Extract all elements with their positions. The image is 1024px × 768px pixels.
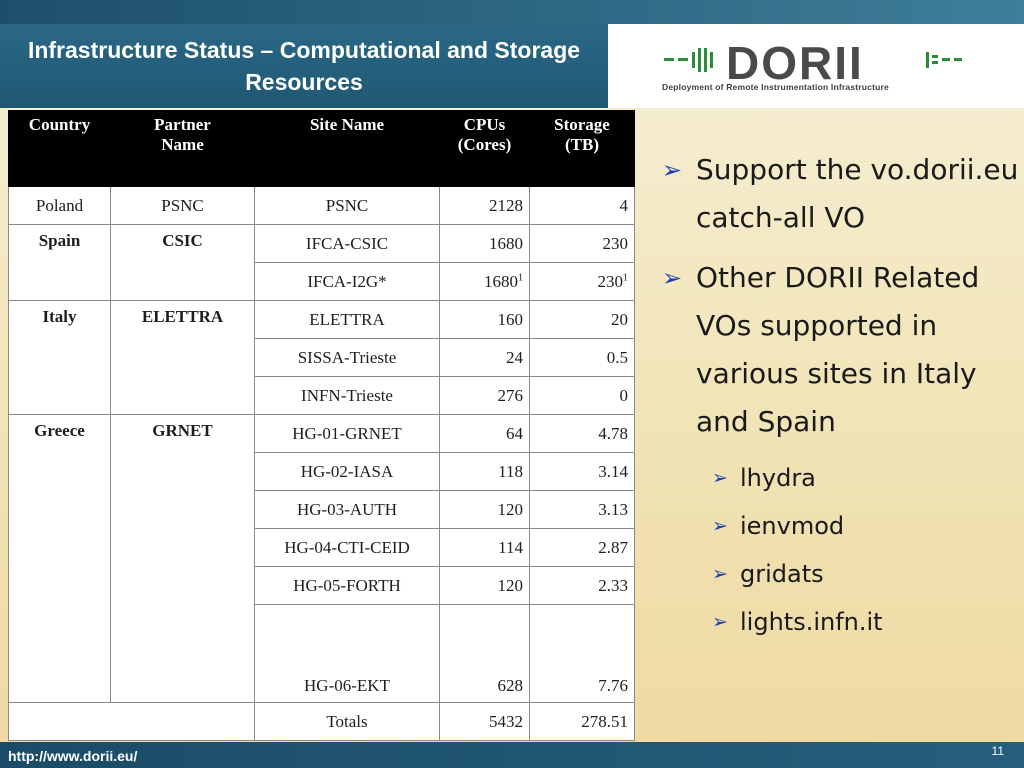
- sub-bullet-text: ienvmod: [740, 512, 845, 540]
- header-storage: Storage (TB): [529, 110, 635, 187]
- cpus-cell: 118: [439, 452, 530, 491]
- table-row: IFCA-I2G* 16801 2301: [9, 262, 635, 301]
- sub-bullet-item: ➢ lights.infn.it: [712, 602, 1024, 642]
- country-cell: Italy: [8, 300, 111, 415]
- cpus-cell: 1680: [439, 224, 530, 263]
- table-row: HG-02-IASA 118 3.14: [9, 452, 635, 491]
- storage-cell: 230: [529, 224, 635, 263]
- table-row: Poland PSNC PSNC 2128 4: [8, 186, 635, 225]
- arrow-bullet-icon: ➢: [662, 264, 683, 292]
- slide-title: Infrastructure Status – Computational an…: [27, 37, 581, 95]
- sub-bullet-text: gridats: [740, 560, 824, 588]
- header-cpus: CPUs (Cores): [439, 110, 530, 187]
- table-row: Italy ELETTRA ELETTRA 160 20: [8, 300, 635, 415]
- site-cell: HG-04-CTI-CEID: [254, 528, 440, 567]
- cpus-cell: 120: [439, 490, 530, 529]
- country-cell: Spain: [8, 224, 111, 301]
- storage-cell: 2301: [529, 262, 635, 301]
- bullet-item: ➢ Other DORII Related VOs supported in v…: [662, 254, 1024, 446]
- table-row: HG-04-CTI-CEID 114 2.87: [9, 528, 635, 567]
- storage-cell: 7.76: [529, 604, 635, 703]
- sub-bullet-item: ➢ ienvmod: [712, 506, 1024, 546]
- footer-url[interactable]: http://www.dorii.eu/: [8, 748, 138, 764]
- partner-cell: ELETTRA: [110, 300, 255, 415]
- country-cell: Greece: [8, 414, 111, 703]
- totals-empty-cell: [8, 702, 255, 741]
- site-cell: HG-06-EKT: [254, 604, 440, 703]
- table-row: INFN-Trieste 276 0: [9, 376, 635, 415]
- site-cell: HG-02-IASA: [254, 452, 440, 491]
- arrow-bullet-icon: ➢: [712, 563, 728, 585]
- arrow-bullet-icon: ➢: [712, 467, 728, 489]
- site-cell: INFN-Trieste: [254, 376, 440, 415]
- cpus-cell: 114: [439, 528, 530, 567]
- arrow-bullet-icon: ➢: [712, 611, 728, 633]
- totals-row: Totals 5432 278.51: [8, 702, 635, 741]
- cpus-cell: 16801: [439, 262, 530, 301]
- storage-cell: 4.78: [529, 414, 635, 453]
- top-band: [0, 0, 1024, 24]
- header-country: Country: [8, 110, 111, 187]
- cpus-cell: 276: [439, 376, 530, 415]
- cpus-cell: 64: [439, 414, 530, 453]
- storage-cell: 20: [529, 300, 635, 339]
- bullet-text: Support the vo.dorii.eu catch-all VO: [696, 153, 1019, 234]
- storage-cell: 4: [529, 186, 635, 225]
- cpus-cell: 160: [439, 300, 530, 339]
- cpus-cell: 120: [439, 566, 530, 605]
- header-site-name: Site Name: [254, 110, 440, 187]
- arrow-bullet-icon: ➢: [712, 515, 728, 537]
- storage-cell: 0.5: [529, 338, 635, 377]
- storage-cell: 3.13: [529, 490, 635, 529]
- storage-cell: 0: [529, 376, 635, 415]
- site-cell: HG-01-GRNET: [254, 414, 440, 453]
- page-number: 11: [991, 744, 1004, 758]
- logo-wordmark: DORII: [726, 37, 864, 89]
- table-row: Spain CSIC IFCA-CSIC 1680 230: [8, 224, 635, 301]
- table-row: Greece GRNET HG-01-GRNET 64 4.78: [8, 414, 635, 703]
- cpus-cell: 628: [439, 604, 530, 703]
- resources-table: Country Partner Name Site Name CPUs (Cores…: [8, 110, 635, 741]
- site-cell: SISSA-Trieste: [254, 338, 440, 377]
- partner-cell: PSNC: [110, 186, 255, 225]
- site-cell: IFCA-CSIC: [254, 224, 440, 263]
- storage-cell: 3.14: [529, 452, 635, 491]
- sub-bullet-item: ➢ lhydra: [712, 458, 1024, 498]
- cpus-cell: 2128: [439, 186, 530, 225]
- table-row: HG-06-EKT 628 7.76: [9, 604, 635, 703]
- bullet-list: ➢ Support the vo.dorii.eu catch-all VO ➢…: [662, 146, 1024, 650]
- title-box: Infrastructure Status – Computational an…: [0, 24, 608, 108]
- storage-cell: 2.87: [529, 528, 635, 567]
- cpus-cell: 24: [439, 338, 530, 377]
- resources-table-wrap: Country Partner Name Site Name CPUs (Cores…: [8, 110, 635, 741]
- sub-bullet-item: ➢ gridats: [712, 554, 1024, 594]
- logo-tagline: Deployment of Remote Instrumentation Inf…: [662, 82, 889, 92]
- arrow-bullet-icon: ➢: [662, 156, 683, 184]
- table-header-row: Country Partner Name Site Name CPUs (Cores…: [8, 110, 635, 187]
- table-row: HG-03-AUTH 120 3.13: [9, 490, 635, 529]
- totals-storage: 278.51: [529, 702, 635, 741]
- table-row: SISSA-Trieste 24 0.5: [9, 338, 635, 377]
- sub-bullet-text: lhydra: [740, 464, 816, 492]
- bullet-item: ➢ Support the vo.dorii.eu catch-all VO: [662, 146, 1024, 242]
- site-cell: ELETTRA: [254, 300, 440, 339]
- totals-label: Totals: [254, 702, 440, 741]
- site-cell: PSNC: [254, 186, 440, 225]
- partner-cell: GRNET: [110, 414, 255, 703]
- dorii-logo: DORII Deployment of Remote Instrumentati…: [608, 24, 1024, 108]
- bullet-text: Other DORII Related VOs supported in var…: [696, 261, 980, 438]
- logo-bars-icon: [664, 48, 962, 72]
- sub-bullet-text: lights.infn.it: [740, 608, 883, 636]
- site-cell: HG-05-FORTH: [254, 566, 440, 605]
- footer-bar: http://www.dorii.eu/ 11: [0, 742, 1024, 768]
- site-cell: HG-03-AUTH: [254, 490, 440, 529]
- table-row: HG-05-FORTH 120 2.33: [9, 566, 635, 605]
- storage-cell: 2.33: [529, 566, 635, 605]
- country-cell: Poland: [8, 186, 111, 225]
- site-cell: IFCA-I2G*: [254, 262, 440, 301]
- totals-cpus: 5432: [439, 702, 530, 741]
- header-partner-name: Partner Name: [110, 110, 255, 187]
- partner-cell: CSIC: [110, 224, 255, 301]
